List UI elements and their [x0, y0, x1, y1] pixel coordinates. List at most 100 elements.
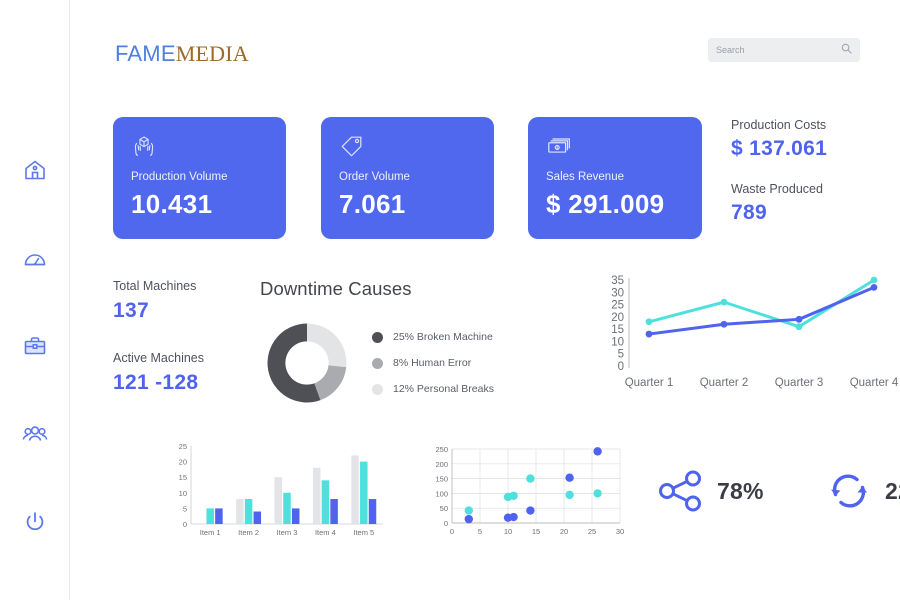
share-icon	[655, 465, 707, 517]
percent-value: 78%	[717, 477, 764, 504]
donut-slice	[314, 365, 347, 401]
donut-slice	[267, 323, 321, 403]
kpi-card-label: Production Volume	[131, 171, 228, 183]
data-point	[526, 506, 535, 515]
y-axis-tick: 250	[435, 445, 448, 454]
x-axis-tick: 10	[504, 527, 512, 536]
data-point	[720, 298, 728, 306]
x-axis-tick: 0	[450, 527, 454, 536]
y-axis-tick: 150	[435, 475, 448, 484]
bar	[253, 511, 262, 524]
x-axis-tick: 5	[478, 527, 482, 536]
y-axis-tick: 5	[183, 504, 187, 513]
kpi-card-production-volume[interactable]: Production Volume 10.431	[113, 117, 286, 239]
sidebar-item-home[interactable]	[13, 148, 57, 192]
x-axis-tick: 25	[588, 527, 596, 536]
legend-color-swatch	[372, 357, 383, 369]
machines-stats: Total Machines 137 Active Machines 121 -…	[113, 279, 263, 395]
data-point	[870, 276, 878, 284]
legend-item: 8% Human Error	[372, 350, 494, 376]
items-bar-chart: 0 5 10 15 20 25 Item 1 Item 2 Item 3 Item 4 Item 5	[179, 442, 383, 537]
percent-stat-refresh[interactable]: 22%	[823, 465, 900, 517]
bar	[274, 477, 283, 524]
page-header: FAMEMEDIA	[115, 35, 860, 80]
data-point	[870, 283, 878, 291]
sidebar-item-dashboard[interactable]	[13, 236, 57, 280]
stat-value: 121 -128	[113, 371, 199, 394]
refresh-icon	[823, 465, 875, 517]
legend-item: 12% Personal Breaks	[372, 376, 494, 402]
kpi-card-order-volume[interactable]: Order Volume 7.061	[321, 117, 494, 239]
page-title: Downtime Causes	[260, 278, 412, 299]
kpi-card-value: 7.061	[339, 189, 406, 219]
tag-icon	[339, 133, 476, 159]
y-axis-tick: 15	[611, 324, 624, 336]
stat-value: $ 137.061	[731, 137, 828, 160]
stat-value: 789	[731, 201, 767, 224]
y-axis-tick: 10	[611, 336, 624, 348]
x-axis-tick: Quarter 3	[775, 377, 824, 389]
y-axis-tick: 25	[611, 300, 624, 312]
sidebar-item-logout[interactable]	[13, 500, 57, 544]
y-axis-tick: 50	[440, 504, 448, 513]
bar	[360, 461, 368, 524]
x-axis-tick: Item 1	[200, 528, 221, 537]
y-axis-tick: 0	[618, 361, 624, 373]
bar	[215, 508, 223, 524]
stat-total-machines: Total Machines 137	[113, 279, 263, 323]
legend-label: 12% Personal Breaks	[393, 383, 494, 395]
stat-label: Production Costs	[731, 118, 827, 132]
legend-label: 8% Human Error	[393, 357, 472, 369]
bar	[206, 508, 214, 524]
kpi-card-value: 10.431	[131, 189, 213, 219]
data-point	[645, 330, 653, 338]
search-box[interactable]	[708, 38, 860, 62]
stat-label: Active Machines	[113, 351, 205, 365]
bar	[244, 499, 253, 524]
logo-primary: FAME	[115, 41, 176, 66]
data-point	[464, 514, 473, 524]
y-axis-tick: 35	[611, 275, 624, 287]
data-point	[593, 489, 602, 498]
users-icon	[21, 421, 49, 447]
y-axis-tick: 25	[179, 442, 187, 451]
bar	[330, 499, 338, 524]
data-point	[565, 490, 574, 500]
x-axis-tick: Item 4	[315, 528, 336, 537]
y-axis-tick: 20	[179, 458, 187, 467]
banknotes-icon	[546, 133, 684, 159]
main-content: FAMEMEDIA Produ	[70, 0, 900, 600]
stat-label: Total Machines	[113, 279, 197, 293]
y-axis-tick: 100	[435, 489, 448, 498]
distribution-scatter-chart: 0 5 10 15 20 25 30 0 50 100 150 200 250	[435, 445, 624, 536]
kpi-card-value: $ 291.009	[546, 189, 665, 219]
side-stats: Production Costs $ 137.061 Waste Produce…	[731, 118, 900, 225]
data-point	[795, 315, 803, 323]
kpi-card-sales-revenue[interactable]: Sales Revenue $ 291.009	[528, 117, 702, 239]
sidebar-item-business[interactable]	[13, 324, 57, 368]
bar	[368, 499, 377, 524]
y-axis-tick: 10	[179, 489, 187, 498]
x-axis-tick: Item 5	[353, 528, 374, 537]
bar	[351, 455, 359, 524]
y-axis-tick: 0	[444, 519, 448, 528]
brand-logo[interactable]: FAMEMEDIA	[115, 41, 249, 67]
percent-value: 22%	[885, 477, 900, 504]
bar	[236, 499, 244, 524]
gauge-icon	[22, 245, 48, 271]
data-point	[509, 512, 518, 522]
sidebar-item-team[interactable]	[13, 412, 57, 456]
search-icon[interactable]	[841, 41, 852, 59]
bar	[321, 480, 330, 524]
stat-value: 137	[113, 299, 149, 322]
search-input[interactable]	[716, 38, 841, 62]
y-axis-tick: 0	[183, 520, 187, 529]
stat-active-machines: Active Machines 121 -128	[113, 351, 263, 395]
package-in-hands-icon	[131, 133, 268, 159]
x-axis-tick: Quarter 2	[700, 377, 749, 389]
stat-label: Waste Produced	[731, 182, 823, 196]
percent-stat-share[interactable]: 78%	[655, 465, 764, 517]
bar	[283, 492, 291, 524]
donut-slice	[307, 323, 347, 368]
